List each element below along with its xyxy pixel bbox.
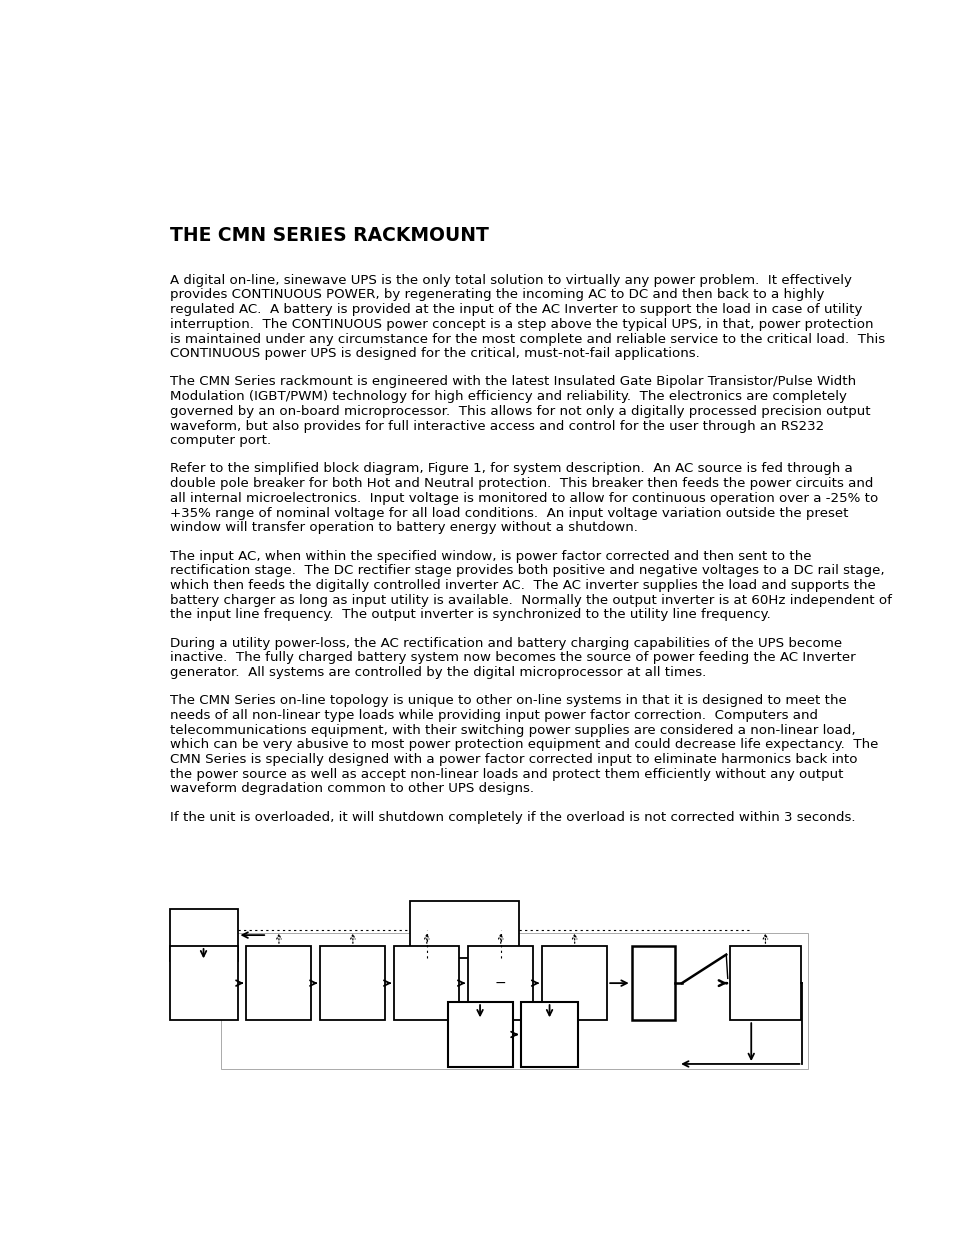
Text: governed by an on-board microprocessor.  This allows for not only a digitally pr: governed by an on-board microprocessor. … [170,405,869,417]
Bar [521,1002,577,1067]
Text: waveform, but also provides for full interactive access and control for the user: waveform, but also provides for full int… [170,420,822,432]
Bar [468,946,533,1020]
Text: which then feeds the digitally controlled inverter AC.  The AC inverter supplies: which then feeds the digitally controlle… [170,579,874,592]
Text: the power source as well as accept non-linear loads and protect them efficiently: the power source as well as accept non-l… [170,768,842,781]
Bar [170,909,237,961]
Text: If the unit is overloaded, it will shutdown completely if the overload is not co: If the unit is overloaded, it will shutd… [170,810,854,824]
Text: battery charger as long as input utility is available.  Normally the output inve: battery charger as long as input utility… [170,594,891,606]
Text: −: − [495,976,506,990]
Bar [170,946,237,1020]
Text: inactive.  The fully charged battery system now becomes the source of power feed: inactive. The fully charged battery syst… [170,651,855,664]
Bar [320,946,385,1020]
Text: which can be very abusive to most power protection equipment and could decrease : which can be very abusive to most power … [170,739,877,751]
Bar [246,946,311,1020]
Text: generator.  All systems are controlled by the digital microprocessor at all time: generator. All systems are controlled by… [170,666,705,679]
Text: Refer to the simplified block diagram, Figure 1, for system description.  An AC : Refer to the simplified block diagram, F… [170,462,851,475]
Text: rectification stage.  The DC rectifier stage provides both positive and negative: rectification stage. The DC rectifier st… [170,564,883,577]
Text: provides CONTINUOUS POWER, by regenerating the incoming AC to DC and then back t: provides CONTINUOUS POWER, by regenerati… [170,289,823,301]
Text: waveform degradation common to other UPS designs.: waveform degradation common to other UPS… [170,783,533,795]
Bar [541,946,606,1020]
Text: window will transfer operation to battery energy without a shutdown.: window will transfer operation to batter… [170,521,637,535]
Bar [447,1002,512,1067]
Text: telecommunications equipment, with their switching power supplies are considered: telecommunications equipment, with their… [170,724,854,736]
Text: all internal microelectronics.  Input voltage is monitored to allow for continuo: all internal microelectronics. Input vol… [170,492,877,505]
Text: is maintained under any circumstance for the most complete and reliable service : is maintained under any circumstance for… [170,332,883,346]
Text: During a utility power-loss, the AC rectification and battery charging capabilit: During a utility power-loss, the AC rect… [170,636,841,650]
Text: The input AC, when within the specified window, is power factor corrected and th: The input AC, when within the specified … [170,550,810,562]
Text: needs of all non-linear type loads while providing input power factor correction: needs of all non-linear type loads while… [170,709,817,721]
Text: the input line frequency.  The output inverter is synchronized to the utility li: the input line frequency. The output inv… [170,609,770,621]
Text: computer port.: computer port. [170,435,271,447]
Text: THE CMN SERIES RACKMOUNT: THE CMN SERIES RACKMOUNT [170,226,488,246]
Text: +35% range of nominal voltage for all load conditions.  An input voltage variati: +35% range of nominal voltage for all lo… [170,506,847,520]
Text: The CMN Series on-line topology is unique to other on-line systems in that it is: The CMN Series on-line topology is uniqu… [170,694,845,708]
Text: CMN Series is specially designed with a power factor corrected input to eliminat: CMN Series is specially designed with a … [170,753,856,766]
Text: regulated AC.  A battery is provided at the input of the AC Inverter to support : regulated AC. A battery is provided at t… [170,304,861,316]
Bar [729,946,801,1020]
Bar [221,932,807,1068]
Bar [410,902,518,958]
Text: A digital on-line, sinewave UPS is the only total solution to virtually any powe: A digital on-line, sinewave UPS is the o… [170,274,850,287]
Text: double pole breaker for both Hot and Neutral protection.  This breaker then feed: double pole breaker for both Hot and Neu… [170,477,872,490]
Text: Modulation (IGBT/PWM) technology for high efficiency and reliability.  The elect: Modulation (IGBT/PWM) technology for hig… [170,390,845,403]
Text: CONTINUOUS power UPS is designed for the critical, must-not-fail applications.: CONTINUOUS power UPS is designed for the… [170,347,699,361]
Text: The CMN Series rackmount is engineered with the latest Insulated Gate Bipolar Tr: The CMN Series rackmount is engineered w… [170,375,855,389]
Text: interruption.  The CONTINUOUS power concept is a step above the typical UPS, in : interruption. The CONTINUOUS power conce… [170,317,872,331]
Bar [631,946,674,1020]
Bar [394,946,459,1020]
